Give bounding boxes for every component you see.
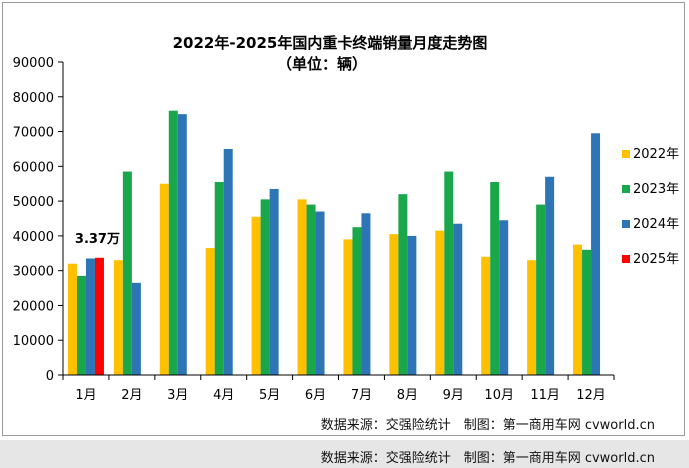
data-label-annotation: 3.37万 (75, 232, 120, 247)
bar-2022年-6月 (297, 199, 307, 375)
bar-2024年-9月 (453, 223, 463, 375)
legend-label: 2023年 (633, 182, 679, 197)
x-tick-label: 1月 (75, 388, 96, 403)
legend-swatch (622, 185, 630, 193)
bar-2023年-1月 (76, 275, 86, 375)
sales-bar-chart: 2022年-2025年国内重卡终端销量月度走势图 （单位：辆） 0 10000 20… (13, 34, 679, 433)
y-tick-label: 10000 (13, 334, 54, 349)
y-tick-label: 0 (46, 369, 54, 384)
y-tick-label: 90000 (13, 56, 54, 71)
bar-2023年-3月 (168, 110, 178, 375)
y-tick-label: 30000 (13, 265, 54, 280)
bar-2024年-8月 (407, 235, 417, 375)
bar-2022年-1月 (67, 263, 77, 375)
bar-2023年-7月 (352, 227, 362, 375)
bar-2024年-6月 (315, 211, 325, 375)
x-tick-label: 12月 (576, 388, 606, 403)
bar-2024年-10月 (499, 220, 509, 375)
x-tick-label: 5月 (259, 388, 280, 403)
legend-swatch (622, 255, 630, 263)
bar-2024年-11月 (545, 176, 555, 375)
bar-2023年-5月 (260, 199, 270, 375)
bar-2024年-2月 (131, 282, 141, 375)
chart-title: 2022年-2025年国内重卡终端销量月度走势图 (173, 34, 488, 52)
bar-2023年-11月 (536, 204, 546, 375)
bar-2022年-2月 (113, 260, 123, 375)
bar-2023年-4月 (214, 181, 224, 375)
bar-2024年-1月 (85, 258, 95, 375)
bar-2023年-10月 (490, 181, 500, 375)
x-tick-label: 2月 (121, 388, 142, 403)
bar-2022年-4月 (205, 248, 215, 375)
y-tick-label: 70000 (13, 126, 54, 141)
bar-2022年-10月 (481, 256, 491, 375)
x-tick-label: 8月 (397, 388, 418, 403)
bar-2024年-12月 (591, 133, 601, 375)
x-tick-label: 7月 (351, 388, 372, 403)
x-tick-label: 4月 (213, 388, 234, 403)
bar-2022年-12月 (573, 244, 583, 375)
legend-label: 2022年 (633, 147, 679, 162)
legend-swatch (622, 150, 630, 158)
bar-2023年-2月 (122, 171, 132, 375)
legend-label: 2025年 (633, 252, 679, 267)
bar-2022年-5月 (251, 216, 261, 375)
x-tick-label: 10月 (484, 388, 514, 403)
legend-swatch (622, 220, 630, 228)
y-tick-label: 60000 (13, 160, 54, 175)
source-note: 数据来源：交强险统计 制图：第一商用车网 cvworld.cn (321, 417, 655, 433)
bar-2023年-12月 (582, 249, 592, 375)
footer-source-note: 数据来源：交强险统计 制图：第一商用车网 cvworld.cn (320, 451, 655, 466)
bar-2024年-4月 (223, 148, 233, 375)
y-tick-label: 40000 (13, 230, 54, 245)
footer-band (0, 440, 689, 468)
bar-2025年-1月 (94, 257, 104, 375)
bar-2023年-8月 (398, 194, 408, 375)
bar-2022年-7月 (343, 239, 353, 375)
y-tick-label: 80000 (13, 91, 54, 106)
x-tick-label: 6月 (305, 388, 326, 403)
x-tick-label: 9月 (443, 388, 464, 403)
bar-2022年-9月 (435, 230, 445, 375)
x-tick-label: 3月 (167, 388, 188, 403)
bar-2022年-11月 (527, 260, 537, 375)
y-tick-label: 50000 (13, 195, 54, 210)
bar-2024年-5月 (269, 188, 279, 375)
legend-label: 2024年 (633, 217, 679, 232)
y-tick-label: 20000 (13, 299, 54, 314)
bar-2024年-7月 (361, 213, 371, 375)
bar-2023年-9月 (444, 171, 454, 375)
bar-2022年-3月 (159, 183, 169, 375)
bar-2023年-6月 (306, 204, 316, 375)
chart-subtitle: （单位：辆） (277, 55, 367, 73)
bar-2024年-3月 (177, 114, 187, 376)
bar-2022年-8月 (389, 234, 399, 375)
x-tick-label: 11月 (530, 388, 560, 403)
